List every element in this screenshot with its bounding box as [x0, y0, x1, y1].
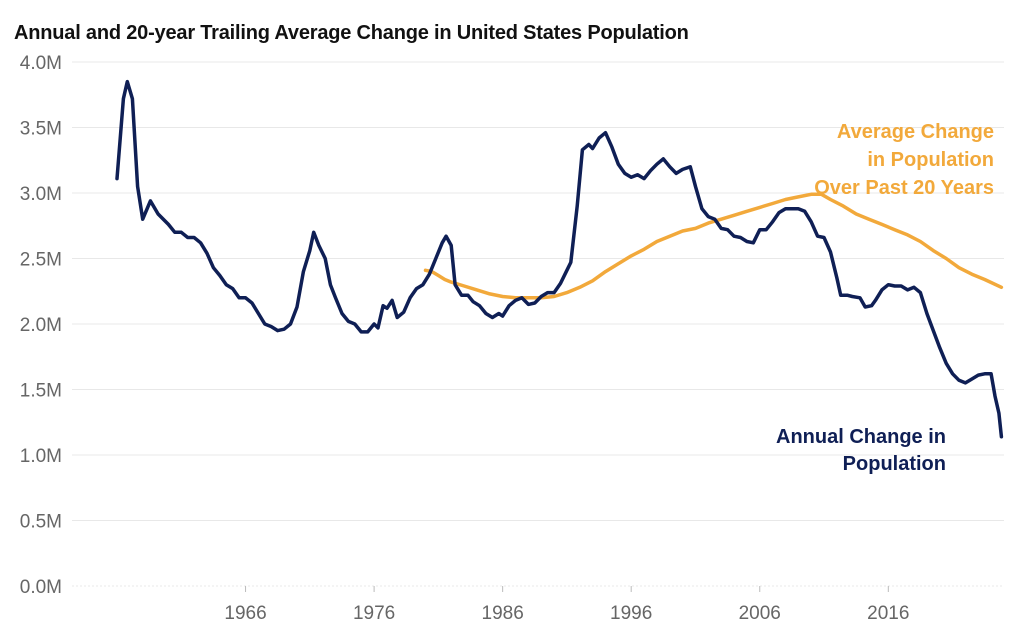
y-tick-label: 2.0M [20, 315, 62, 336]
average-label-line: in Population [867, 149, 994, 171]
y-tick-label: 3.0M [20, 184, 62, 205]
y-tick-label: 3.5M [20, 119, 62, 140]
annual-label-line: Annual Change in [776, 426, 946, 448]
average-label-line: Average Change [837, 121, 994, 143]
annual-change-line [115, 79, 1004, 439]
y-tick-label: 2.5M [20, 250, 62, 271]
x-tick-label: 2016 [867, 603, 909, 624]
x-tick-label: 1986 [482, 603, 524, 624]
y-tick-label: 0.0M [20, 577, 62, 598]
y-tick-label: 4.0M [20, 53, 62, 74]
y-tick-label: 1.0M [20, 446, 62, 467]
average-change-line [423, 192, 1004, 300]
annual-series-label: Annual Change in Population [776, 426, 946, 475]
y-tick-label: 0.5M [20, 512, 62, 533]
average-series-label: Average Change in Population Over Past 20 … [814, 121, 994, 199]
x-axis-ticks: 1966 1976 1986 1996 2006 2016 [224, 586, 909, 624]
x-tick-label: 1966 [224, 603, 266, 624]
average-label-line: Over Past 20 Years [814, 177, 994, 199]
x-tick-label: 2006 [739, 603, 781, 624]
gridlines [72, 61, 1004, 587]
chart-title: Annual and 20-year Trailing Average Chan… [14, 22, 689, 44]
x-tick-label: 1976 [353, 603, 395, 624]
annual-label-line: Population [843, 453, 946, 475]
y-tick-label: 1.5M [20, 381, 62, 402]
series-labels: Annual Change in Population Average Change… [776, 121, 994, 475]
x-tick-label: 1996 [610, 603, 652, 624]
y-axis-ticks: 0.0M 0.5M 1.0M 1.5M 2.0M 2.5M 3.0M 3.5M 4.0M [20, 53, 62, 598]
series-lines [115, 79, 1004, 439]
